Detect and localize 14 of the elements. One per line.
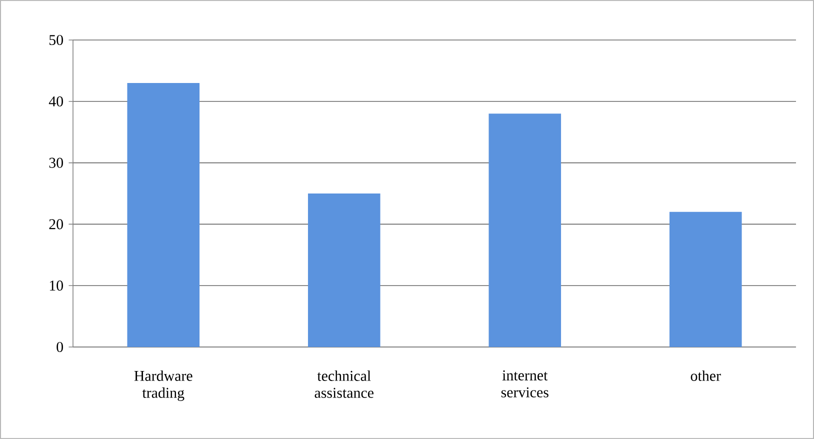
y-tick-label: 50 <box>50 34 64 46</box>
y-tick-label: 40 <box>48 96 64 106</box>
bar <box>488 114 562 347</box>
bar <box>669 212 742 347</box>
bar <box>308 193 380 347</box>
x-tick-label: Hardware trading <box>134 370 192 401</box>
x-tick-label: internet services <box>501 370 548 398</box>
bar <box>127 82 200 347</box>
y-tick-label: 20 <box>49 219 64 230</box>
y-tick-label: 30 <box>49 158 64 168</box>
x-tick-label: other <box>690 370 721 381</box>
y-tick-label: 10 <box>50 280 64 291</box>
x-tick-label: technical assistance <box>314 370 374 398</box>
y-tick-label: 0 <box>56 342 64 352</box>
